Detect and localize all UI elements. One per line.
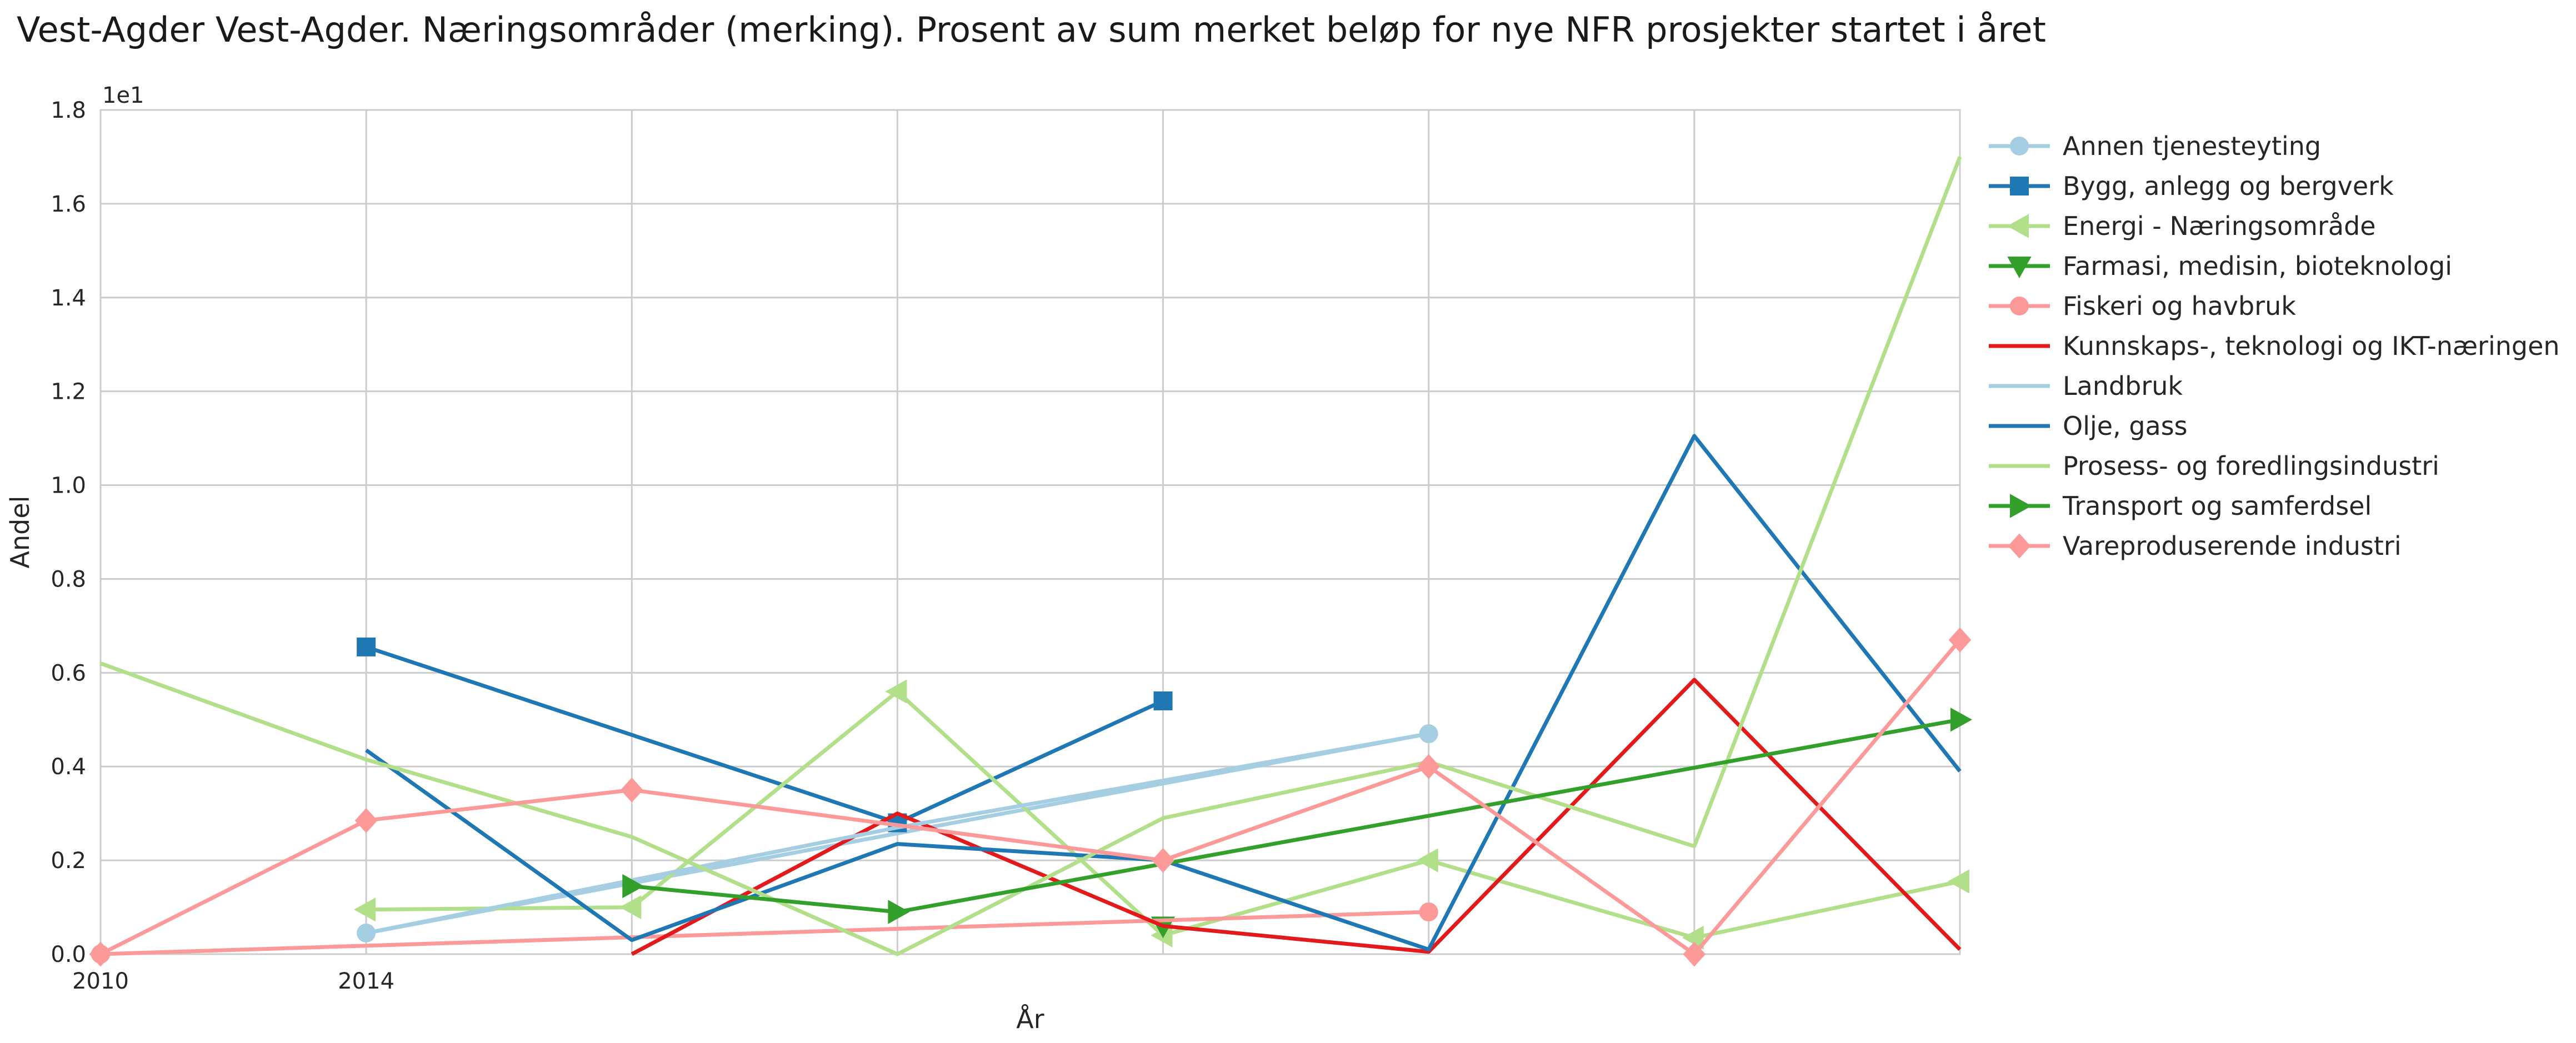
legend-marker	[2010, 177, 2029, 195]
y-tick-label: 0.2	[51, 848, 86, 874]
series-6	[366, 731, 1429, 935]
y-tick-label: 1.6	[51, 192, 86, 217]
series-8	[99, 156, 1962, 956]
data-point	[1950, 708, 1973, 732]
data-point	[622, 874, 644, 899]
data-point	[1947, 869, 1969, 894]
y-tick-label: 0.6	[51, 660, 86, 686]
y-tick-label: 1.8	[51, 98, 86, 123]
series-2	[354, 679, 1969, 950]
data-point	[885, 679, 907, 704]
legend: Annen tjenesteyting Bygg, anlegg og bergv…	[1989, 131, 2560, 561]
legend-label: Annen tjenesteyting	[2063, 131, 2321, 161]
series-line	[100, 910, 1429, 956]
data-point	[619, 895, 642, 920]
legend-marker	[2010, 297, 2029, 315]
series-line	[366, 731, 1429, 935]
legend-marker	[2010, 137, 2029, 156]
data-point	[1417, 754, 1440, 779]
data-point	[354, 808, 378, 833]
plot-area	[99, 109, 1961, 955]
y-tick-label: 0.8	[51, 566, 86, 592]
legend-label: Prosess- og foredlingsindustri	[2063, 451, 2439, 481]
legend-marker	[2007, 214, 2029, 238]
series-lines	[89, 156, 1973, 967]
x-axis-label: År	[1016, 1004, 1044, 1034]
series-9	[622, 708, 1973, 924]
data-point	[1416, 848, 1438, 872]
x-tick-label: 2010	[72, 969, 129, 994]
axis-ticks: 0.0 0.2 0.4 0.6 0.8 1.0 1.2 1.4 1.6 1.8 2010 2014	[51, 98, 394, 994]
y-axis-offset-label: 1e1	[102, 83, 144, 108]
data-point	[620, 777, 643, 803]
y-tick-label: 1.0	[51, 473, 86, 499]
data-point	[357, 637, 376, 656]
legend-label: Kunnskaps-, teknologi og IKT-næringen	[2063, 331, 2560, 361]
legend-marker	[2007, 257, 2032, 279]
y-axis-label: Andel	[5, 496, 35, 569]
y-tick-label: 0.0	[51, 942, 86, 967]
x-tick-label: 2014	[338, 969, 394, 994]
series-line	[99, 638, 1962, 956]
legend-marker	[2008, 533, 2031, 559]
data-point	[1153, 691, 1173, 710]
y-tick-label: 0.4	[51, 754, 86, 780]
legend-label: Landbruk	[2063, 371, 2183, 401]
legend-label: Bygg, anlegg og bergverk	[2063, 171, 2394, 201]
data-point	[354, 897, 376, 922]
data-point	[888, 900, 910, 924]
data-point	[1419, 902, 1438, 921]
data-point	[1152, 848, 1174, 873]
legend-marker	[2010, 494, 2032, 518]
series-10	[89, 627, 1972, 967]
legend-label: Energi - Næringsområde	[2063, 211, 2376, 241]
series-line	[99, 156, 1962, 956]
legend-label: Olje, gass	[2063, 411, 2188, 441]
data-point	[1948, 627, 1972, 653]
legend-label: Vareproduserende industri	[2063, 531, 2402, 561]
legend-label: Farmasi, medisin, bioteknologi	[2063, 251, 2452, 281]
y-tick-label: 1.2	[51, 379, 86, 405]
y-tick-label: 1.4	[51, 285, 86, 311]
data-point	[1683, 941, 1706, 967]
data-point	[89, 941, 112, 967]
grid	[101, 109, 1960, 955]
chart-title: Vest-Agder Vest-Agder. Næringsområder (m…	[17, 9, 2046, 50]
series-1	[357, 637, 1173, 833]
legend-label: Transport og samferdsel	[2062, 491, 2372, 521]
legend-label: Fiskeri og havbruk	[2063, 291, 2296, 321]
